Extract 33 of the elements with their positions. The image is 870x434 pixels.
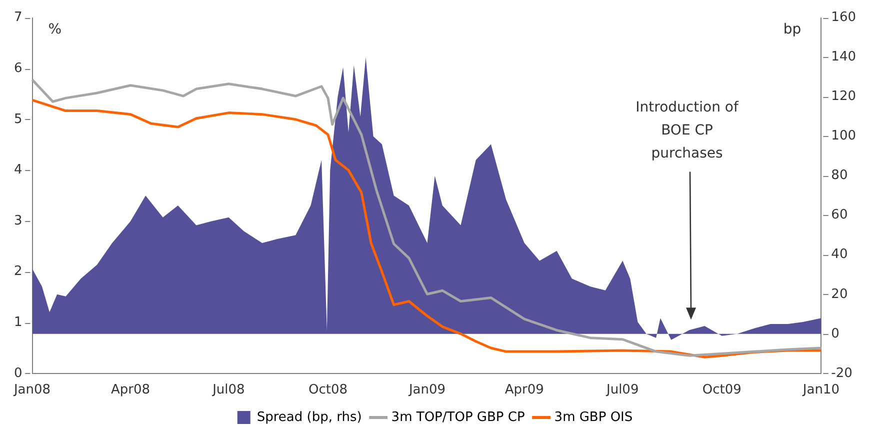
y-axis-title: % bbox=[48, 21, 62, 38]
y2-tick-label: 120 bbox=[831, 89, 856, 104]
legend-label: Spread (bp, rhs) bbox=[256, 410, 362, 425]
y-tick-label: 3 bbox=[14, 213, 22, 228]
x-tick-label: Apr09 bbox=[504, 382, 544, 398]
y-tick-label: 0 bbox=[14, 366, 22, 381]
x-tick-label: Jul08 bbox=[212, 382, 245, 398]
y2-axis-title: bp bbox=[783, 21, 802, 38]
x-tick-label: Jan08 bbox=[12, 382, 51, 398]
x-tick-label: Oct09 bbox=[702, 382, 742, 398]
x-tick-label: Jan09 bbox=[408, 382, 446, 398]
x-tick-label: Jul09 bbox=[605, 382, 639, 398]
y-tick-label: 4 bbox=[14, 162, 22, 178]
y2-tick-label: 20 bbox=[831, 286, 848, 302]
legend-label: 3m TOP/TOP GBP CP bbox=[391, 410, 525, 425]
y-tick-label: 5 bbox=[14, 112, 22, 127]
y2-tick-label: 140 bbox=[831, 50, 856, 65]
x-tick-label: Oct08 bbox=[308, 382, 348, 398]
y-tick-label: 6 bbox=[14, 60, 22, 76]
y2-tick-label: 160 bbox=[831, 10, 856, 26]
x-tick-label: Jan10 bbox=[802, 382, 840, 398]
y2-tick-label: -20 bbox=[831, 366, 852, 381]
y2-tick-label: 40 bbox=[831, 247, 848, 262]
y-tick-label: 7 bbox=[14, 10, 22, 26]
legend-label: 3m GBP OIS bbox=[554, 410, 633, 425]
annotation: Introduction of BOE CP purchases bbox=[636, 99, 740, 162]
y2-tick-label: 100 bbox=[831, 128, 856, 144]
y-tick-label: 1 bbox=[14, 314, 22, 330]
y2-tick-label: 60 bbox=[831, 208, 848, 223]
y-tick-label: 2 bbox=[14, 264, 22, 280]
x-tick-label: Apr08 bbox=[110, 382, 150, 398]
y2-tick-label: 80 bbox=[831, 168, 848, 184]
y2-tick-label: 0 bbox=[831, 326, 840, 342]
